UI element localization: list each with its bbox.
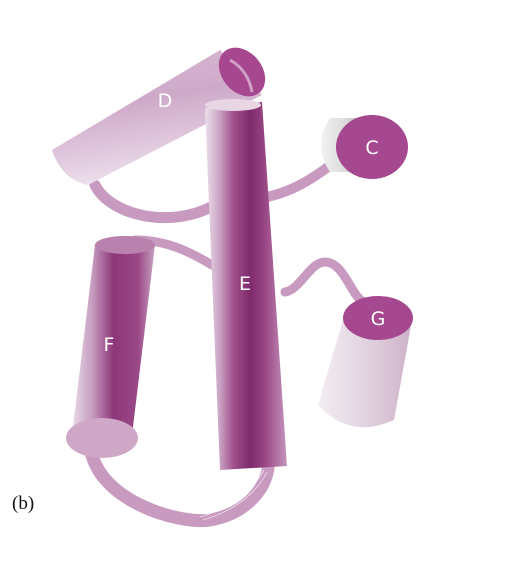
helix-g: G [318,296,413,428]
loop-e-g [280,257,370,307]
helix-e-body [205,102,287,470]
loop-ribbon-lines [199,467,268,521]
helix-e-label: E [239,273,251,295]
helix-f-label: F [104,334,115,356]
helix-e: E [205,99,287,470]
panel-label: (b) [12,493,35,514]
helix-g-body [318,310,412,428]
helix-c: C [321,115,408,179]
helix-f: F [66,236,155,458]
loop-d-e [89,179,221,224]
helix-f-end-cap [66,418,138,458]
helix-d: D [52,47,266,185]
helix-g-label: G [371,308,386,330]
helix-c-end-cap [336,115,408,179]
helix-e-top-cap [205,99,261,111]
helix-d-body [52,50,262,185]
helix-g-end-cap [343,296,413,340]
helix-f-top-cap [95,236,155,254]
helix-c-label: C [365,137,378,159]
helix-d-label: D [158,90,173,112]
helix-f-body [72,245,155,435]
loop-f-bottom [83,433,275,528]
